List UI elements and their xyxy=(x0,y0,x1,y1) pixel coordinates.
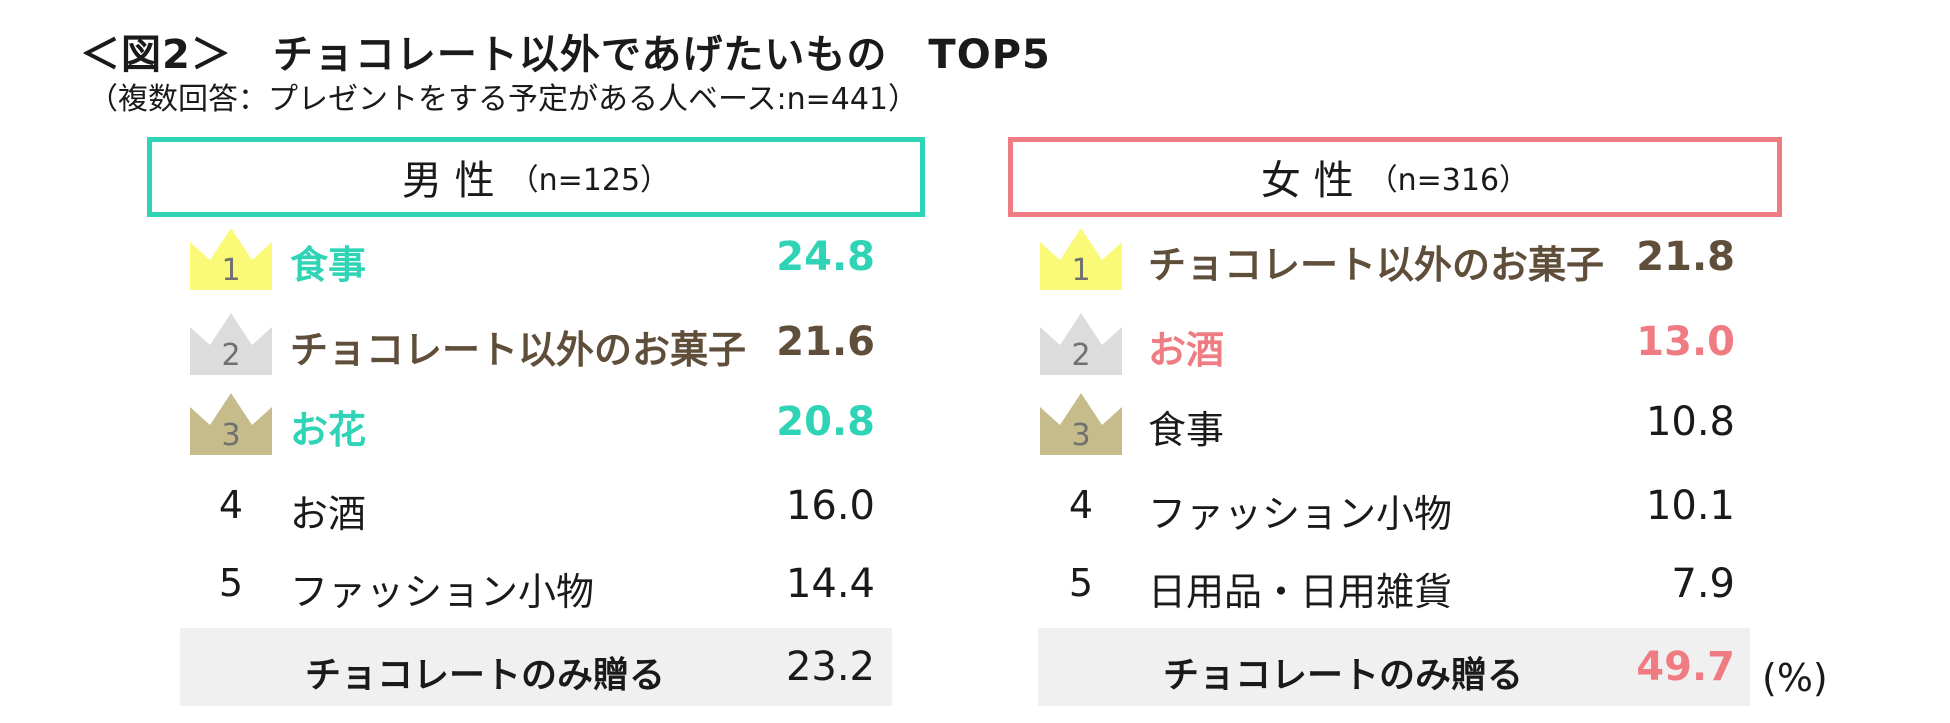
rank-number: 4 xyxy=(1068,483,1094,527)
item-label: 食事 xyxy=(290,243,367,287)
item-label: お酒 xyxy=(1148,328,1225,372)
panel-header-label: 女 性 xyxy=(1260,158,1354,204)
summary-value: 23.2 xyxy=(785,644,875,690)
chart-title: ＜図2＞ チョコレート以外であげたいもの TOP5 xyxy=(80,32,1051,78)
rank-number: 4 xyxy=(218,483,244,527)
item-label: チョコレート以外のお菓子 xyxy=(290,328,747,372)
ranking-row: 5 日用品・日用雑貨 7.9 xyxy=(0,555,1950,615)
item-label: お花 xyxy=(290,408,367,452)
item-value: 21.8 xyxy=(1636,234,1735,280)
rank-crown-icon: 3 xyxy=(190,393,272,455)
rank-number: 1 xyxy=(1071,253,1091,288)
chart-subtitle: （複数回答：プレゼントをする予定がある人ベース:n=441） xyxy=(88,82,919,117)
ranking-row: 1 チョコレート以外のお菓子 21.8 xyxy=(0,228,1950,290)
item-value: 21.6 xyxy=(776,319,875,365)
rank-number: 2 xyxy=(221,338,241,373)
item-value: 7.9 xyxy=(1671,561,1735,607)
rank-number: 3 xyxy=(1071,418,1091,453)
rank-crown-icon: 2 xyxy=(190,313,272,375)
item-value: 20.8 xyxy=(776,399,875,445)
ranking-row: 1 食事 24.8 xyxy=(0,228,1950,290)
rank-crown-icon: 1 xyxy=(190,228,272,290)
summary-row: チョコレートのみ贈る 49.7 xyxy=(1038,628,1750,706)
rank-number: 1 xyxy=(221,253,241,288)
summary-value: 49.7 xyxy=(1636,644,1735,690)
ranking-row: 4 お酒 16.0 xyxy=(0,477,1950,537)
summary-label: チョコレートのみ贈る xyxy=(1163,655,1524,696)
item-value: 16.0 xyxy=(785,483,875,529)
rank-number: 5 xyxy=(218,561,244,605)
ranking-row: 5 ファッション小物 14.4 xyxy=(0,555,1950,615)
item-label: 日用品・日用雑貨 xyxy=(1148,570,1453,614)
panel-header-n: （n=125） xyxy=(508,163,671,198)
item-value: 14.4 xyxy=(785,561,875,607)
item-label: チョコレート以外のお菓子 xyxy=(1148,243,1605,287)
item-label: ファッション小物 xyxy=(290,570,595,614)
ranking-row: 2 お酒 13.0 xyxy=(0,313,1950,375)
ranking-row: 3 お花 20.8 xyxy=(0,393,1950,455)
panel-header-label: 男 性 xyxy=(401,158,495,204)
panel-header-n: （n=316） xyxy=(1367,163,1530,198)
rank-number: 2 xyxy=(1071,338,1091,373)
ranking-row: 4 ファッション小物 10.1 xyxy=(0,477,1950,537)
item-value: 10.1 xyxy=(1645,483,1735,529)
item-value: 10.8 xyxy=(1645,399,1735,445)
item-value: 13.0 xyxy=(1636,319,1735,365)
unit-label: (%) xyxy=(1762,656,1828,700)
panel-header-female: 女 性 （n=316） xyxy=(1008,137,1782,217)
item-label: 食事 xyxy=(1148,408,1225,452)
rank-crown-icon: 3 xyxy=(1040,393,1122,455)
item-label: ファッション小物 xyxy=(1148,492,1453,536)
item-value: 24.8 xyxy=(776,234,875,280)
rank-number: 5 xyxy=(1068,561,1094,605)
item-label: お酒 xyxy=(290,492,367,536)
summary-row: チョコレートのみ贈る 23.2 xyxy=(180,628,892,706)
ranking-row: 2 チョコレート以外のお菓子 21.6 xyxy=(0,313,1950,375)
rank-crown-icon: 1 xyxy=(1040,228,1122,290)
ranking-row: 3 食事 10.8 xyxy=(0,393,1950,455)
summary-label: チョコレートのみ贈る xyxy=(305,655,666,696)
rank-crown-icon: 2 xyxy=(1040,313,1122,375)
rank-number: 3 xyxy=(221,418,241,453)
panel-header-male: 男 性 （n=125） xyxy=(147,137,925,217)
